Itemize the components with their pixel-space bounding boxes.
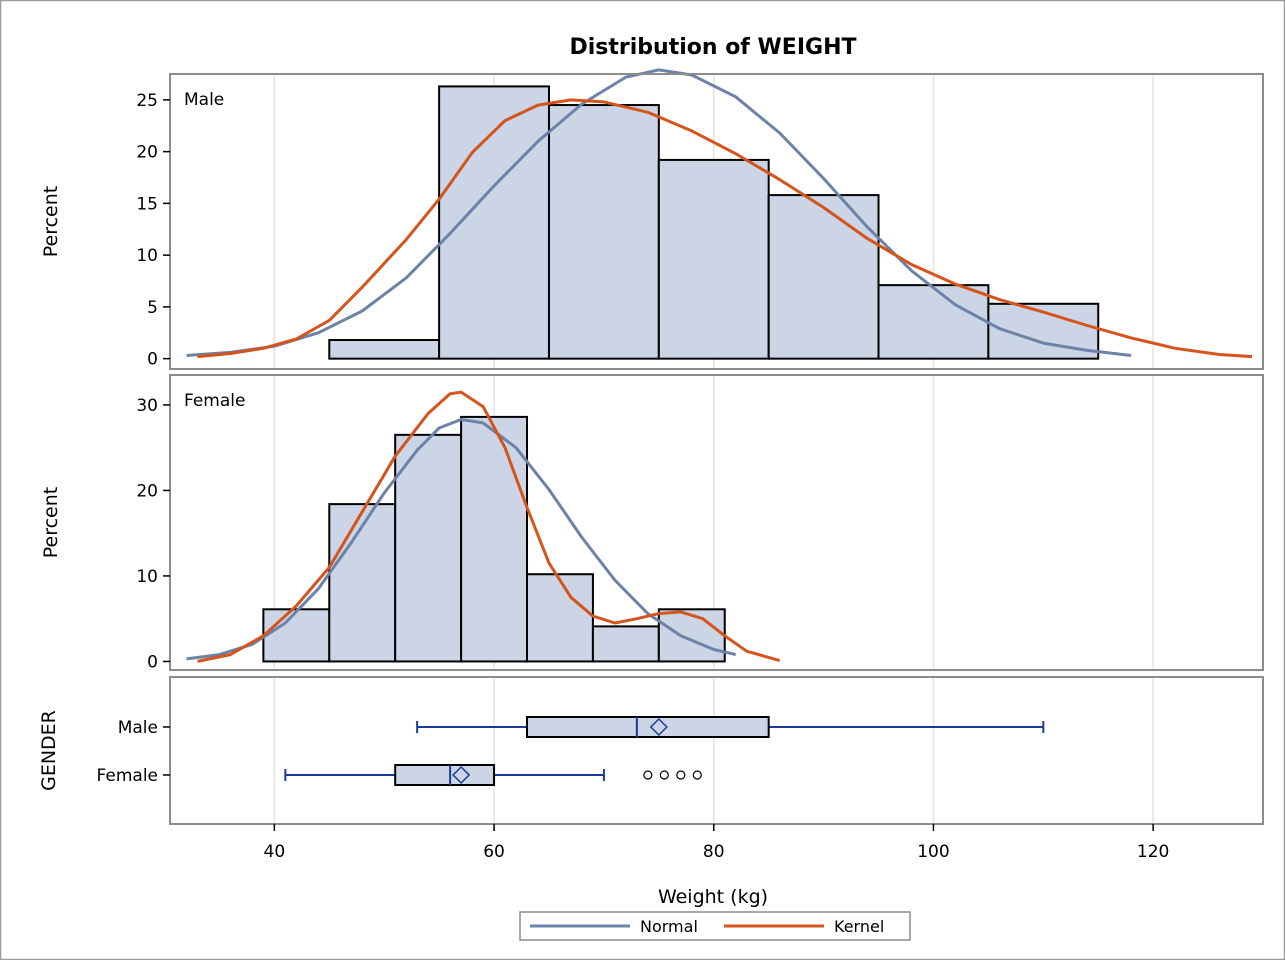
female-iqr-box <box>394 764 496 786</box>
male-histogram-bar <box>547 104 660 360</box>
female-panel-label: Female <box>184 391 245 411</box>
male-histogram-bar <box>438 85 550 360</box>
female-outlier <box>692 770 702 780</box>
female-histogram-bar <box>591 625 660 663</box>
female-histogram-bar <box>394 433 463 663</box>
female-outlier <box>676 770 686 780</box>
boxplot-panel-frame <box>169 676 1264 825</box>
male-panel-label: Male <box>184 90 224 110</box>
boxplot-y-axis-label: GENDER <box>38 710 60 791</box>
female-histogram-bar <box>328 503 397 663</box>
male-mean-marker <box>649 717 668 737</box>
chart-title: Distribution of WEIGHT <box>569 35 856 60</box>
legend-kernel-label: Kernel <box>834 917 884 936</box>
male-y-axis-label: Percent <box>40 186 62 258</box>
y-tick-label: 20 <box>136 143 158 163</box>
male-kernel-curve <box>197 98 1253 359</box>
female-histogram-bar <box>460 415 529 663</box>
x-tick-label: 100 <box>917 842 949 862</box>
female-boxplot <box>284 764 702 786</box>
x-tick-label: 60 <box>483 842 505 862</box>
female-histogram-bar <box>657 608 726 663</box>
legend: Normal Kernel <box>519 911 911 941</box>
y-tick-label: 30 <box>136 396 158 416</box>
female-outlier <box>659 770 669 780</box>
y-tick-label: 25 <box>136 91 158 111</box>
y-tick-label: 15 <box>136 194 158 214</box>
legend-normal-label: Normal <box>640 917 698 936</box>
female-outlier <box>643 770 653 780</box>
female-histogram-bar <box>262 608 331 663</box>
female-histogram-bar <box>526 573 594 663</box>
x-tick-label: 120 <box>1137 842 1169 862</box>
male-panel-frame <box>169 73 1264 370</box>
x-tick-label: 80 <box>703 842 725 862</box>
y-tick-label: 20 <box>136 481 158 501</box>
x-axis-label: Weight (kg) <box>658 886 768 908</box>
female-kernel-curve <box>197 390 781 663</box>
female-y-axis-label: Percent <box>40 487 62 559</box>
y-tick-label: 0 <box>147 652 158 672</box>
y-tick-label: 5 <box>147 298 158 318</box>
female-panel-frame <box>169 374 1264 671</box>
male-category-label: Male <box>118 718 158 738</box>
male-normal-curve <box>186 68 1132 357</box>
female-category-label: Female <box>97 766 158 786</box>
male-iqr-box <box>526 716 770 738</box>
x-tick-label: 40 <box>264 842 286 862</box>
y-tick-label: 0 <box>147 350 158 370</box>
male-histogram-bar <box>657 158 770 360</box>
female-mean-marker <box>452 765 471 785</box>
y-tick-label: 10 <box>136 246 158 266</box>
male-boxplot <box>416 716 1045 738</box>
male-histogram-bar <box>328 339 441 360</box>
y-tick-label: 10 <box>136 567 158 587</box>
male-histogram-bar <box>767 194 880 360</box>
female-normal-curve <box>186 418 737 661</box>
male-histogram-bar <box>877 284 990 360</box>
